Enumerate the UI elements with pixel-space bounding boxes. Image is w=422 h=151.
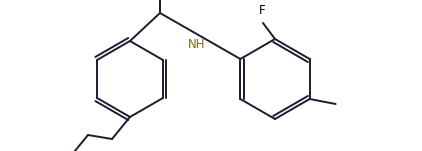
Text: NH: NH: [187, 37, 205, 50]
Text: F: F: [259, 4, 265, 17]
